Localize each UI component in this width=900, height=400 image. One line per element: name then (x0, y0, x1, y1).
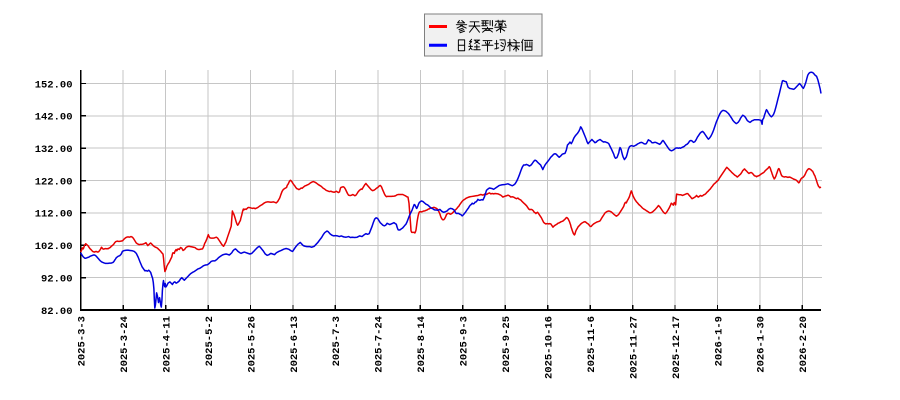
svg-text:2025-9-3: 2025-9-3 (459, 316, 471, 366)
svg-text:2025-6-13: 2025-6-13 (289, 316, 301, 373)
svg-text:2025-3-3: 2025-3-3 (77, 316, 89, 366)
svg-text:102.00: 102.00 (35, 241, 73, 253)
svg-text:2025-4-11: 2025-4-11 (161, 316, 173, 373)
svg-text:2025-11-27: 2025-11-27 (628, 316, 640, 379)
svg-text:2025-10-16: 2025-10-16 (543, 316, 555, 379)
svg-text:112.00: 112.00 (35, 209, 73, 221)
svg-text:82.00: 82.00 (41, 306, 73, 318)
svg-text:142.00: 142.00 (35, 112, 73, 124)
svg-text:2026-2-20: 2026-2-20 (798, 316, 810, 373)
svg-text:2025-8-14: 2025-8-14 (416, 316, 428, 373)
svg-text:2025-7-24: 2025-7-24 (374, 316, 386, 373)
svg-text:152.00: 152.00 (35, 79, 73, 91)
svg-text:2026-1-30: 2026-1-30 (756, 316, 768, 373)
svg-text:2025-5-2: 2025-5-2 (204, 316, 216, 366)
svg-text:2025-9-25: 2025-9-25 (501, 316, 513, 373)
svg-text:2025-11-6: 2025-11-6 (586, 316, 598, 373)
svg-text:132.00: 132.00 (35, 144, 73, 156)
svg-text:2025-3-24: 2025-3-24 (119, 316, 131, 373)
svg-text:2026-1-9: 2026-1-9 (713, 316, 725, 366)
svg-text:2025-5-26: 2025-5-26 (246, 316, 258, 373)
svg-text:122.00: 122.00 (35, 176, 73, 188)
svg-text:2025-7-3: 2025-7-3 (331, 316, 343, 366)
svg-text:2025-12-17: 2025-12-17 (671, 316, 683, 379)
svg-text:92.00: 92.00 (41, 273, 73, 285)
